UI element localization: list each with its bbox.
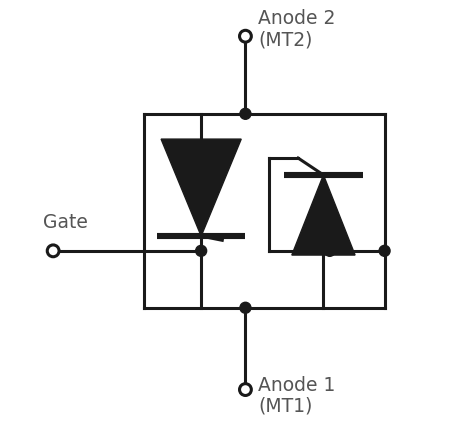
Circle shape xyxy=(239,384,251,396)
Text: Anode 2: Anode 2 xyxy=(258,9,336,28)
Text: Anode 1: Anode 1 xyxy=(258,376,336,395)
Circle shape xyxy=(240,108,251,119)
Text: Gate: Gate xyxy=(43,213,88,232)
Text: (MT2): (MT2) xyxy=(258,31,312,49)
Circle shape xyxy=(379,246,390,256)
Circle shape xyxy=(240,302,251,313)
Text: (MT1): (MT1) xyxy=(258,396,312,415)
Circle shape xyxy=(239,30,251,42)
Polygon shape xyxy=(161,139,241,236)
Polygon shape xyxy=(292,175,355,255)
Circle shape xyxy=(196,246,207,256)
Circle shape xyxy=(47,245,59,257)
Circle shape xyxy=(324,246,335,256)
